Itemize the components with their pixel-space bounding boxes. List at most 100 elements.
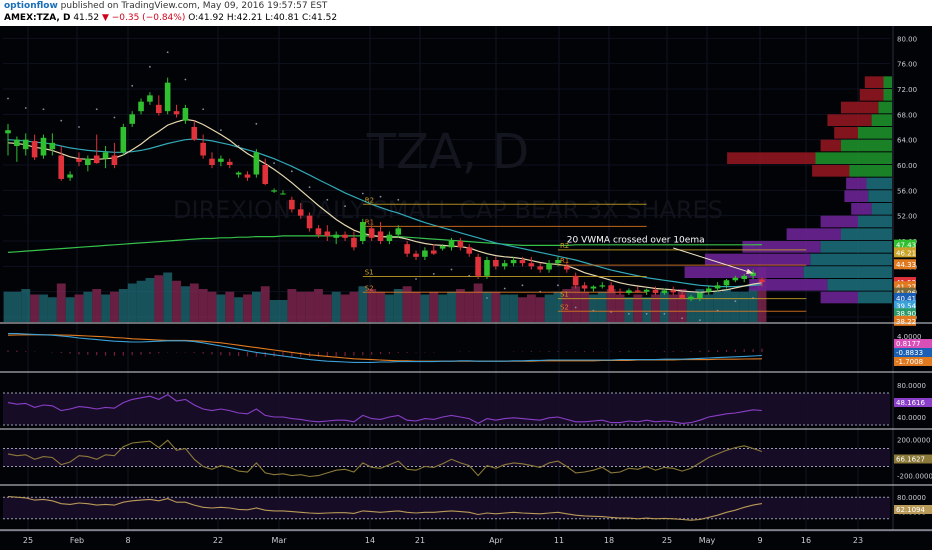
candle — [546, 260, 552, 273]
volume-bar — [3, 291, 13, 322]
volume-profile-bar-up — [883, 76, 892, 88]
x-axis-tick-label: May — [699, 536, 716, 545]
candle-body — [422, 250, 428, 257]
candle-body — [342, 234, 348, 238]
candle-body — [519, 260, 526, 264]
candle-body — [555, 260, 561, 264]
candle — [253, 149, 260, 178]
pivot-label: R2 — [365, 196, 374, 204]
indicator-tick-label: -200.0000 — [897, 473, 932, 481]
indicator-tick-label: 80.0000 — [897, 382, 926, 390]
indicator-line — [7, 393, 762, 425]
candle-body — [510, 260, 517, 264]
volume-bar — [269, 300, 279, 322]
x-axis-tick-label: 11 — [554, 536, 564, 545]
volume-bar — [695, 289, 705, 322]
candle — [289, 196, 295, 213]
indicator-value-box — [894, 339, 932, 348]
candle-body — [40, 137, 47, 156]
volume-bar — [385, 294, 394, 322]
volume-profile-bar-down — [864, 76, 884, 88]
volume-profile-bar-up — [815, 152, 892, 164]
candle — [670, 286, 677, 295]
stop-marker-dot — [521, 284, 524, 287]
price-marker-box — [894, 247, 916, 258]
volume-profile-bar-up — [827, 279, 892, 291]
candle-body — [31, 140, 38, 158]
candle-body — [652, 289, 659, 293]
candle — [315, 225, 322, 238]
candle — [723, 279, 730, 289]
candle — [608, 282, 614, 293]
volume-bar — [287, 289, 297, 322]
volume-bar — [686, 291, 696, 322]
candle-body — [608, 285, 614, 292]
volume-bar — [101, 294, 111, 322]
volume-bar — [127, 283, 137, 322]
last-price: 41.52 — [73, 13, 100, 23]
pivot-label: R1 — [365, 218, 374, 226]
watermark-symbol: TZA, D — [366, 124, 530, 180]
volume-profile-bar-down — [851, 203, 872, 215]
candle — [634, 286, 641, 293]
volume-profile-bar-up — [810, 253, 892, 266]
stop-marker-dot — [432, 273, 435, 275]
volume-bar — [571, 286, 581, 322]
candle — [76, 152, 82, 167]
stop-marker-dot — [361, 192, 364, 195]
volume-bar — [402, 286, 412, 322]
candle-body — [617, 291, 623, 293]
indicator-line — [8, 333, 762, 363]
candle-body — [404, 244, 410, 254]
candle — [590, 285, 597, 292]
candle-body — [732, 277, 739, 281]
candle — [413, 250, 419, 260]
stop-marker-dot — [78, 126, 80, 128]
candle-body — [599, 285, 606, 287]
candle — [475, 253, 481, 279]
candle-body — [741, 275, 748, 279]
candle — [209, 152, 215, 169]
candle — [386, 231, 393, 245]
candle — [14, 136, 20, 162]
candle-body — [448, 241, 455, 248]
candle — [31, 134, 38, 160]
candle — [510, 256, 517, 267]
candle — [297, 203, 304, 219]
indicator-value-box — [894, 348, 932, 357]
candle-body — [466, 247, 473, 254]
candle-body — [537, 266, 543, 270]
volume-bar — [447, 291, 456, 322]
stop-marker-dot — [397, 198, 400, 201]
x-axis-tick-label: Apr — [489, 536, 504, 545]
price-marker-label: 38.22 — [896, 318, 916, 326]
y-axis-tick-label: 56.00 — [897, 187, 917, 195]
candle-body — [102, 152, 109, 159]
candle — [5, 123, 11, 156]
volume-profile-bar-down — [786, 228, 841, 240]
volume-bar — [704, 294, 714, 322]
candle-body — [750, 272, 756, 276]
volume-bar — [278, 300, 288, 322]
candle — [262, 158, 269, 186]
volume-bar — [535, 297, 545, 322]
stop-marker-dot — [290, 170, 293, 173]
publisher-name[interactable]: optionflow — [4, 1, 58, 11]
volume-bar — [562, 289, 572, 322]
y-axis-tick-label: 68.00 — [897, 111, 917, 119]
candle-body — [76, 158, 82, 162]
candle — [732, 275, 739, 283]
volume-profile-bar-down — [742, 241, 821, 253]
volume-bar — [305, 291, 315, 322]
volume-bar — [615, 294, 625, 322]
volume-bar — [181, 286, 190, 322]
candle — [652, 286, 659, 295]
volume-profile-bar-up — [871, 203, 892, 215]
volume-bar — [420, 294, 430, 322]
stop-marker-dot — [95, 108, 98, 111]
annotation-arrow-line — [673, 247, 754, 274]
candle — [173, 104, 180, 118]
